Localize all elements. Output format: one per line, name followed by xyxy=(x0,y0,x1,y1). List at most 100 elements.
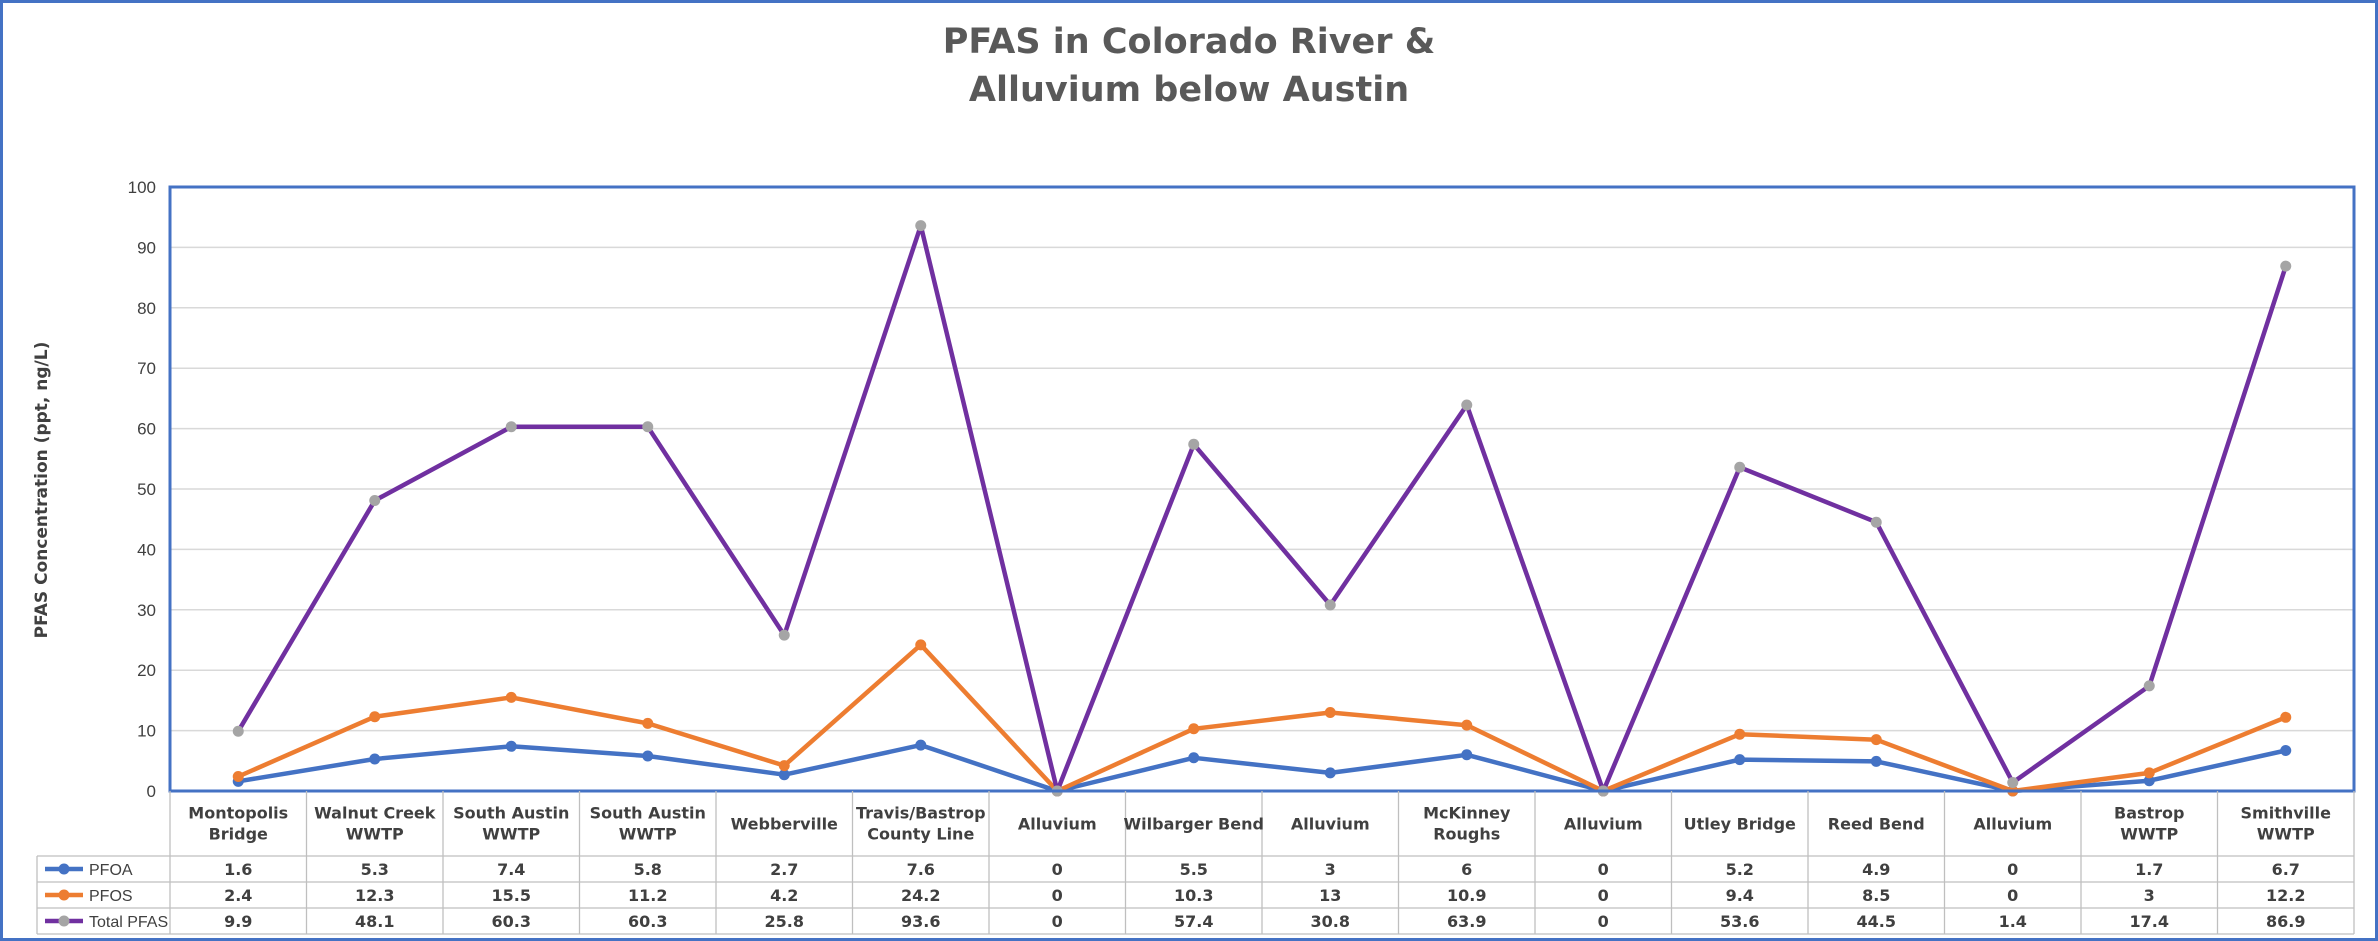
y-axis-label: PFAS Concentration (ppt, ng/L) xyxy=(32,342,52,639)
category-label: Smithville xyxy=(2241,804,2332,823)
data-point xyxy=(2143,767,2155,779)
category-label: South Austin xyxy=(453,804,569,823)
category-label: WWTP xyxy=(482,825,540,844)
category-label: South Austin xyxy=(590,804,706,823)
category-label: Roughs xyxy=(1433,825,1500,844)
data-label: 44.5 xyxy=(1857,912,1896,931)
data-label: 1.6 xyxy=(224,860,252,879)
data-label: 1.7 xyxy=(2135,860,2163,879)
data-point xyxy=(1188,438,1200,450)
data-label: 60.3 xyxy=(628,912,667,931)
data-table: Montopolis Bridge Walnut Creek WWTP South Au… xyxy=(36,791,2355,935)
data-point xyxy=(1870,516,1882,528)
chart-title-line-2: Alluvium below Austin xyxy=(968,70,1410,110)
data-point xyxy=(1324,706,1336,718)
data-label: 9.9 xyxy=(224,912,252,931)
data-label: 0 xyxy=(1598,860,1609,879)
category-label: County Line xyxy=(867,825,974,844)
data-point xyxy=(1461,749,1473,761)
legend-marker-0 xyxy=(58,863,70,875)
data-point xyxy=(915,739,927,751)
data-point xyxy=(369,711,381,723)
data-label: 0 xyxy=(1052,886,1063,905)
data-point xyxy=(2280,711,2292,723)
y-tick-label: 70 xyxy=(137,359,156,378)
data-label: 13 xyxy=(1319,886,1341,905)
y-axis-ticks: 0 10 20 30 40 50 60 70 80 90 100 xyxy=(128,178,156,801)
data-label: 5.2 xyxy=(1726,860,1754,879)
data-label: 12.2 xyxy=(2266,886,2305,905)
data-point xyxy=(232,771,244,783)
category-label: Alluvium xyxy=(1018,815,1097,834)
data-label: 10.9 xyxy=(1447,886,1486,905)
y-tick-label: 80 xyxy=(137,299,156,318)
data-label: 5.3 xyxy=(361,860,389,879)
data-point xyxy=(1734,754,1746,766)
data-point xyxy=(505,740,517,752)
data-point xyxy=(915,639,927,651)
data-label: 1.4 xyxy=(1999,912,2027,931)
data-label: 4.2 xyxy=(770,886,798,905)
data-label: 4.9 xyxy=(1862,860,1890,879)
data-point xyxy=(1461,399,1473,411)
data-point xyxy=(2280,260,2292,272)
data-label: 8.5 xyxy=(1862,886,1890,905)
data-label: 60.3 xyxy=(492,912,531,931)
category-label: Alluvium xyxy=(1973,815,2052,834)
data-point xyxy=(915,220,927,232)
category-label: Wilbarger Bend xyxy=(1124,815,1264,834)
data-label: 25.8 xyxy=(765,912,804,931)
data-label: 15.5 xyxy=(492,886,531,905)
category-label: Bastrop xyxy=(2114,804,2185,823)
data-label: 7.4 xyxy=(497,860,525,879)
series-lines xyxy=(236,223,2288,794)
legend-entry: PFOA xyxy=(89,862,133,879)
y-tick-label: 20 xyxy=(137,661,156,680)
data-label: 30.8 xyxy=(1311,912,1350,931)
legend-entry: Total PFAS xyxy=(89,914,168,931)
data-label: 3 xyxy=(2144,886,2155,905)
data-label: 24.2 xyxy=(901,886,940,905)
data-point xyxy=(1188,752,1200,764)
data-label: 0 xyxy=(1052,860,1063,879)
data-point xyxy=(1324,599,1336,611)
legend-marker-2 xyxy=(58,915,70,927)
data-label: 86.9 xyxy=(2266,912,2305,931)
category-label: Reed Bend xyxy=(1828,815,1925,834)
data-label: 9.4 xyxy=(1726,886,1754,905)
series-markers xyxy=(232,220,2292,797)
data-label: 5.5 xyxy=(1180,860,1208,879)
category-label: Walnut Creek xyxy=(314,804,436,823)
category-label: Webberville xyxy=(731,815,838,834)
data-label: 93.6 xyxy=(901,912,940,931)
category-label: Alluvium xyxy=(1291,815,1370,834)
data-label: 48.1 xyxy=(355,912,394,931)
data-point xyxy=(2007,777,2019,789)
series-line-2 xyxy=(236,223,2288,794)
data-point xyxy=(369,494,381,506)
data-point xyxy=(778,769,790,781)
data-point xyxy=(642,421,654,433)
category-label: Utley Bridge xyxy=(1684,815,1796,834)
data-point xyxy=(642,750,654,762)
data-point xyxy=(1188,723,1200,735)
data-label: 6 xyxy=(1461,860,1472,879)
y-tick-label: 50 xyxy=(137,480,156,499)
data-label: 0 xyxy=(2007,886,2018,905)
y-tick-label: 40 xyxy=(137,540,156,559)
category-label: Bridge xyxy=(209,825,268,844)
data-label: 6.7 xyxy=(2272,860,2300,879)
legend-entry: PFOS xyxy=(89,888,133,905)
data-label: 0 xyxy=(1598,886,1609,905)
data-label: 0 xyxy=(2007,860,2018,879)
data-point xyxy=(1734,461,1746,473)
data-label: 63.9 xyxy=(1447,912,1486,931)
data-label: 12.3 xyxy=(355,886,394,905)
category-label: WWTP xyxy=(619,825,677,844)
category-label: WWTP xyxy=(2120,825,2178,844)
chart-title-line-1: PFAS in Colorado River & xyxy=(942,22,1436,62)
data-point xyxy=(2143,680,2155,692)
y-tick-label: 10 xyxy=(137,722,156,741)
y-tick-label: 0 xyxy=(147,782,156,801)
category-label: WWTP xyxy=(346,825,404,844)
